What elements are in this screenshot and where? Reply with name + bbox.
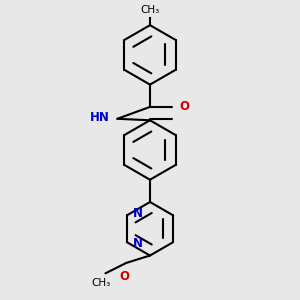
Text: O: O <box>180 100 190 113</box>
Text: CH₃: CH₃ <box>91 278 111 288</box>
Text: N: N <box>134 207 143 220</box>
Text: N: N <box>134 237 143 250</box>
Text: CH₃: CH₃ <box>140 5 160 15</box>
Text: HN: HN <box>90 111 110 124</box>
Text: O: O <box>120 270 130 284</box>
